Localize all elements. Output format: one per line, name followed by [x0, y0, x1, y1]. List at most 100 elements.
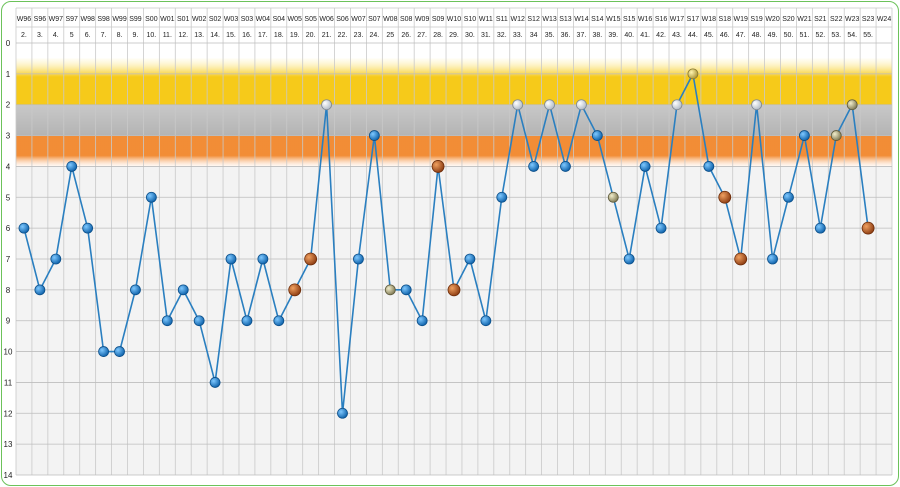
- season-label: W17: [670, 16, 685, 23]
- round-label: 7.: [101, 32, 107, 39]
- season-label: W23: [845, 16, 860, 23]
- data-point: [368, 130, 380, 141]
- band-silver: [16, 104, 892, 136]
- y-tick-label: 14: [4, 471, 13, 480]
- season-label: W96: [17, 16, 32, 23]
- data-point: [560, 161, 571, 172]
- season-label: W01: [160, 16, 175, 23]
- rank-series: [23, 73, 869, 415]
- round-label: 20.: [306, 32, 316, 39]
- data-point: [400, 284, 412, 296]
- round-label: 25: [386, 32, 394, 39]
- data-point: [464, 253, 476, 265]
- round-label: 44.: [688, 32, 698, 39]
- data-point: [512, 99, 524, 111]
- season-label: W97: [49, 16, 64, 23]
- data-point: [718, 190, 732, 204]
- round-label: 3.: [37, 32, 43, 39]
- round-label: 54.: [847, 32, 857, 39]
- season-label: W99: [112, 16, 127, 23]
- season-label: S96: [34, 16, 47, 23]
- round-label: 55.: [863, 32, 873, 39]
- season-label: S11: [496, 16, 508, 23]
- round-label: 9.: [133, 32, 139, 39]
- round-label: 41.: [640, 32, 650, 39]
- data-point: [703, 161, 715, 172]
- season-label: S98: [97, 16, 110, 23]
- data-point: [273, 315, 285, 327]
- round-label: 49.: [768, 32, 778, 39]
- season-label: W18: [702, 16, 717, 23]
- season-label: S22: [830, 16, 843, 23]
- data-point: [431, 160, 445, 173]
- data-point: [209, 377, 221, 388]
- y-tick-label: 0: [6, 39, 11, 48]
- season-label: W05: [288, 16, 303, 23]
- season-label: W14: [574, 16, 589, 23]
- data-point: [623, 253, 635, 265]
- data-point: [687, 68, 699, 80]
- round-label: 36.: [561, 32, 571, 39]
- round-label: 39.: [608, 32, 618, 39]
- data-point: [814, 222, 826, 234]
- data-point: [82, 222, 94, 234]
- round-label: 48.: [752, 32, 762, 39]
- y-tick-label: 10: [4, 348, 13, 357]
- season-label: W19: [733, 16, 748, 23]
- season-label: S16: [655, 16, 668, 23]
- season-label: W11: [479, 16, 493, 23]
- season-label: S15: [623, 16, 636, 23]
- season-label: S17: [687, 16, 700, 23]
- y-tick-label: 13: [4, 440, 13, 449]
- round-label: 53.: [831, 32, 841, 39]
- data-point: [353, 253, 364, 265]
- data-point: [767, 253, 778, 265]
- data-point: [257, 253, 269, 265]
- data-point: [34, 284, 46, 296]
- season-label: S02: [209, 16, 222, 23]
- season-label: S99: [129, 16, 142, 23]
- y-tick-label: 5: [6, 193, 11, 202]
- round-label: 45.: [704, 32, 714, 39]
- series-line: [23, 73, 869, 415]
- round-label: 17.: [258, 32, 268, 39]
- round-label: 27.: [417, 32, 427, 39]
- data-point: [783, 191, 794, 203]
- data-point: [480, 315, 492, 327]
- season-label: W10: [447, 16, 462, 23]
- round-label: 23.: [354, 32, 364, 39]
- season-label: W04: [256, 16, 271, 23]
- season-label: W06: [319, 16, 334, 23]
- season-label: W12: [511, 16, 526, 23]
- data-point: [98, 346, 109, 357]
- round-label: 22.: [338, 32, 348, 39]
- round-label: 47.: [736, 32, 746, 39]
- season-label: W15: [606, 16, 621, 23]
- y-tick-label: 12: [4, 409, 13, 418]
- data-point: [861, 221, 875, 235]
- season-label: S05: [304, 16, 317, 23]
- round-label: 6.: [85, 32, 91, 39]
- round-label: 43.: [672, 32, 682, 39]
- round-label: 5: [70, 32, 74, 39]
- y-tick-label: 9: [6, 317, 11, 326]
- data-point: [193, 315, 205, 327]
- season-label: S23: [862, 16, 875, 23]
- season-label: S09: [432, 16, 445, 23]
- round-label: 12.: [178, 32, 188, 39]
- round-label: 21.: [322, 32, 332, 39]
- data-point: [655, 222, 667, 234]
- data-point: [830, 130, 842, 141]
- round-label: 51.: [800, 32, 810, 39]
- round-label: 28.: [433, 32, 443, 39]
- x-axis-header: W96 S96 W97 S97 W98 S98 W99 S99 S00 W01 S01 W02 S02 W…: [17, 16, 892, 39]
- data-point: [528, 161, 540, 172]
- round-label: 2.: [21, 32, 27, 39]
- data-point: [177, 284, 189, 296]
- season-label: S20: [782, 16, 795, 23]
- round-label: 32.: [497, 32, 507, 39]
- data-point: [288, 283, 302, 297]
- round-label: 42.: [656, 32, 666, 39]
- rank-markers: [18, 68, 875, 419]
